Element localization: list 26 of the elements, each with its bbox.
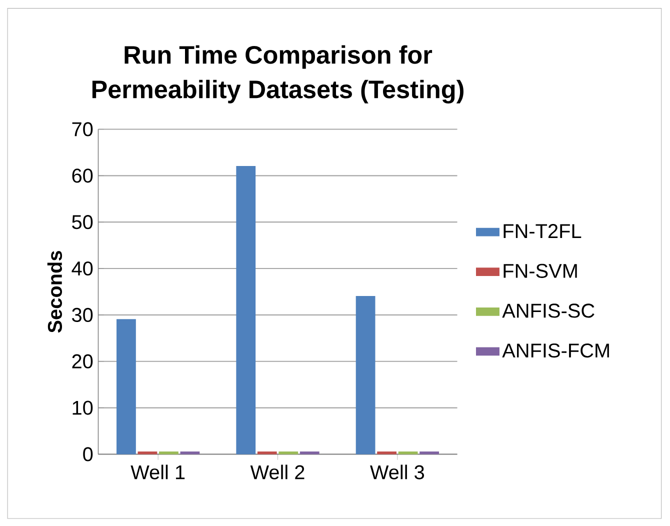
y-tick-label: 30 (72, 308, 93, 322)
chart-title: Run Time Comparison for Permeability Datasets (Testing) (92, 45, 464, 104)
x-tick-label: Well 2 (250, 464, 304, 480)
y-tick-label: 20 (72, 354, 93, 368)
x-tick-label: Well 1 (130, 464, 185, 480)
legend-label: ANFIS-FCM (502, 343, 609, 358)
bar (236, 166, 256, 454)
bar (398, 451, 418, 454)
bar (116, 319, 136, 454)
x-tick-label: Well 3 (370, 464, 424, 480)
bar (356, 296, 376, 454)
y-tick-label: 0 (83, 447, 93, 462)
y-tick-label: 60 (72, 168, 93, 183)
y-tick-label: 40 (72, 261, 93, 276)
bar (278, 451, 298, 454)
y-tick-label: 50 (72, 215, 93, 230)
bar (257, 451, 277, 454)
bar (377, 451, 396, 454)
bar (138, 451, 158, 454)
y-tick-label: 10 (72, 400, 93, 415)
legend-label: FN-T2FL (504, 224, 582, 238)
legend-label: FN-SVM (504, 264, 577, 278)
legend-label: ANFIS-SC (502, 304, 594, 318)
y-tick-label: 70 (72, 122, 93, 136)
y-axis-title: Seconds (47, 251, 62, 333)
bar (159, 451, 178, 454)
